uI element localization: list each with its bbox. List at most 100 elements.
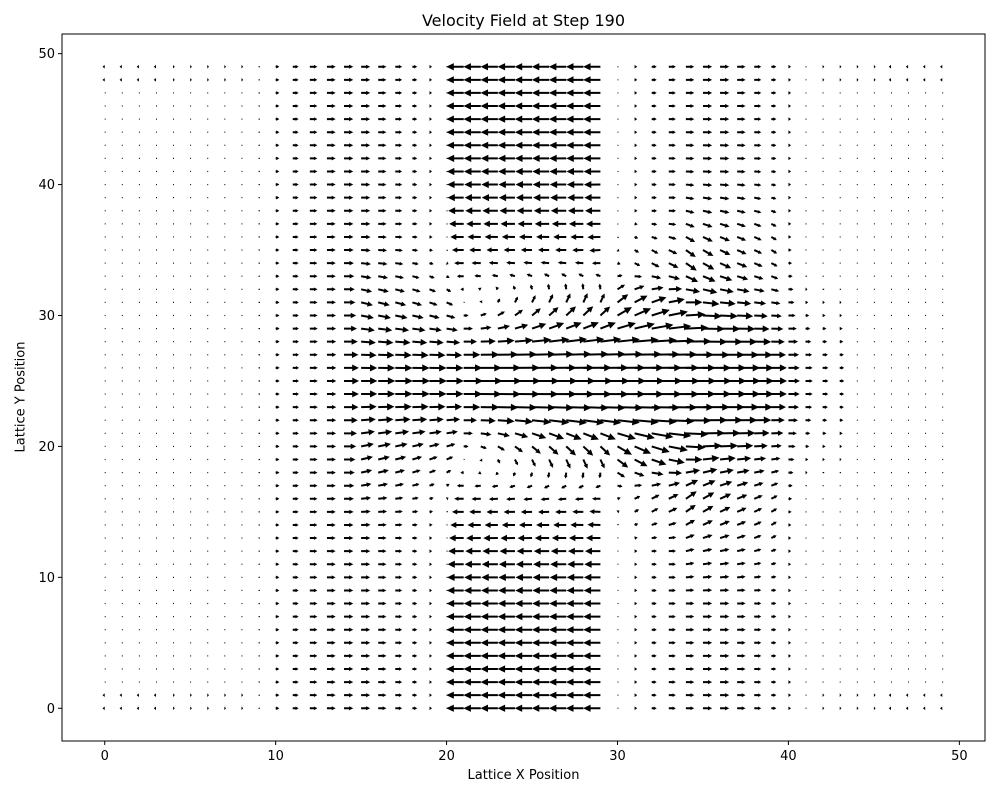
velocity-arrow <box>822 392 829 396</box>
velocity-arrow <box>617 144 619 146</box>
velocity-arrow <box>207 458 209 461</box>
velocity-arrow <box>582 432 599 441</box>
velocity-arrow <box>395 314 408 320</box>
velocity-arrow <box>344 351 359 359</box>
velocity-arrow <box>548 691 567 699</box>
velocity-arrow <box>258 432 260 434</box>
velocity-arrow <box>471 260 481 266</box>
velocity-arrow <box>429 693 432 697</box>
velocity-arrow <box>634 322 655 330</box>
velocity-arrow <box>498 560 515 568</box>
velocity-arrow <box>481 194 498 202</box>
x-tick-label: 50 <box>951 749 968 764</box>
velocity-arrow <box>548 639 567 647</box>
velocity-arrow <box>685 236 696 243</box>
velocity-arrow <box>275 117 280 121</box>
velocity-arrow <box>275 510 280 514</box>
velocity-arrow <box>378 351 395 359</box>
velocity-arrow <box>908 275 909 277</box>
velocity-arrow <box>548 678 567 686</box>
velocity-arrow <box>822 288 825 290</box>
velocity-arrow <box>685 130 695 135</box>
velocity-arrow <box>497 652 515 660</box>
velocity-arrow <box>224 706 227 711</box>
velocity-arrow <box>582 306 594 317</box>
velocity-arrow <box>309 654 318 658</box>
velocity-arrow <box>190 118 192 120</box>
velocity-arrow <box>822 262 824 264</box>
velocity-arrow <box>104 275 106 277</box>
velocity-arrow <box>258 236 260 238</box>
velocity-arrow <box>532 364 559 372</box>
velocity-arrow <box>509 484 516 489</box>
velocity-arrow <box>771 169 777 174</box>
velocity-arrow <box>326 680 336 685</box>
velocity-arrow <box>634 208 638 213</box>
velocity-arrow <box>719 468 734 475</box>
velocity-arrow <box>753 508 763 513</box>
velocity-arrow <box>450 233 464 240</box>
velocity-arrow <box>538 247 550 253</box>
velocity-arrow <box>309 510 318 514</box>
velocity-arrow <box>446 429 458 435</box>
velocity-arrow <box>908 511 909 513</box>
velocity-arrow <box>474 274 481 278</box>
velocity-arrow <box>378 680 387 684</box>
velocity-arrow <box>292 418 299 423</box>
velocity-arrow <box>497 350 519 359</box>
velocity-arrow <box>754 680 762 684</box>
velocity-arrow <box>190 249 192 251</box>
velocity-arrow <box>942 642 944 644</box>
velocity-arrow <box>856 249 858 251</box>
velocity-arrow <box>309 143 318 148</box>
velocity-arrow <box>275 313 280 318</box>
velocity-arrow <box>805 405 813 409</box>
velocity-arrow <box>446 639 464 647</box>
velocity-arrow <box>736 507 747 513</box>
velocity-arrow <box>344 90 354 95</box>
velocity-arrow <box>873 432 875 434</box>
velocity-arrow <box>737 390 761 398</box>
velocity-arrow <box>463 586 481 595</box>
velocity-arrow <box>856 78 859 82</box>
velocity-arrow <box>805 366 813 370</box>
velocity-arrow <box>326 601 336 606</box>
velocity-arrow <box>138 236 140 238</box>
velocity-arrow <box>805 197 807 199</box>
velocity-arrow <box>771 130 777 134</box>
velocity-arrow <box>531 652 550 660</box>
velocity-arrow <box>395 275 404 280</box>
velocity-arrow <box>565 321 582 330</box>
velocity-arrow <box>514 704 533 712</box>
velocity-arrow <box>361 103 371 109</box>
velocity-arrow <box>361 338 376 346</box>
velocity-arrow <box>685 64 695 69</box>
velocity-arrow <box>771 156 777 161</box>
velocity-arrow <box>770 275 779 280</box>
velocity-arrow <box>890 485 892 487</box>
velocity-arrow <box>942 629 944 631</box>
velocity-arrow <box>241 301 243 303</box>
velocity-arrow <box>754 91 762 95</box>
velocity-arrow <box>890 393 892 395</box>
velocity-arrow <box>873 445 875 448</box>
velocity-arrow <box>224 498 226 500</box>
velocity-arrow <box>719 574 730 580</box>
velocity-arrow <box>465 207 481 215</box>
velocity-arrow <box>805 707 807 709</box>
velocity-arrow <box>583 665 601 673</box>
velocity-arrow <box>501 233 515 240</box>
velocity-arrow <box>702 156 713 161</box>
velocity-arrow <box>292 549 299 553</box>
velocity-arrow <box>241 367 243 369</box>
velocity-arrow <box>771 469 780 474</box>
velocity-arrow <box>207 223 209 225</box>
velocity-arrow <box>720 416 743 424</box>
velocity-arrow <box>668 297 685 305</box>
velocity-arrow <box>839 485 841 487</box>
velocity-arrow <box>104 197 106 199</box>
velocity-arrow <box>925 524 927 526</box>
velocity-arrow <box>856 275 858 277</box>
velocity-arrow <box>309 64 318 69</box>
velocity-arrow <box>719 182 730 188</box>
